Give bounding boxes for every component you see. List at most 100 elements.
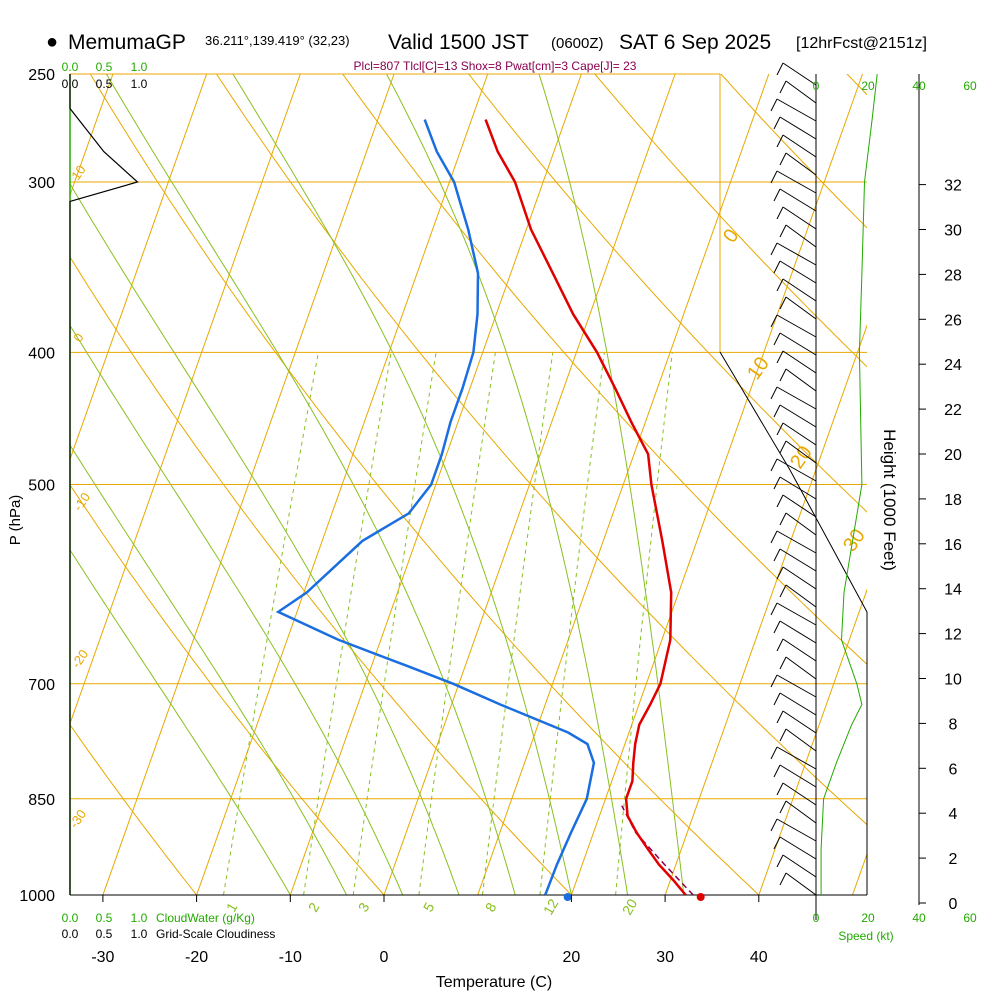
wind-barb [782,782,817,806]
height-tick-label: 26 [944,312,962,329]
cloudwater-bottom-tick-label: 1.0 [131,911,148,925]
height-tick-label: 20 [944,447,962,464]
cloudiness-bottom-tick-label: 1.0 [131,927,148,941]
wind-barb-flag [773,692,781,706]
speed-top-tick-label: 20 [861,79,875,93]
dry-adiabat-line [846,74,867,96]
cloudiness-axis-label: Grid-Scale Cloudiness [156,927,275,941]
wind-barb [785,80,817,104]
wind-barb [776,818,817,842]
wind-barb-flag [779,152,787,166]
wind-barb-flag [773,116,781,130]
pressure-tick-label: 500 [28,478,55,495]
moist-adiabat-line [70,549,291,895]
temperature-tick-label: 30 [656,949,674,966]
background-lines [0,74,867,895]
wind-barb-flag [776,422,784,436]
wind-barb [776,386,817,410]
wind-barb-flag [773,620,781,634]
wind-barb [785,800,817,824]
wind-barb-flag [773,836,781,850]
wind-barb [782,62,817,86]
wind-barb [782,206,817,230]
pressure-tick-label: 400 [28,345,55,362]
wind-barb [776,242,817,266]
wind-barb [779,620,817,644]
height-tick-label: 32 [944,178,962,195]
plot-frame [69,73,920,920]
wind-barb-flag [779,800,787,814]
cloudwater-axis-label: CloudWater (g/Kg) [156,911,255,925]
pressure-tick-label: 250 [28,67,55,84]
wind-barb [785,728,817,752]
wind-barb-flag [779,80,787,94]
cloudwater-bottom-tick-label: 0.5 [96,911,113,925]
wind-barb [785,872,817,896]
height-tick-label: 14 [944,582,962,599]
wind-barb-flag [779,656,787,670]
wind-barb [779,836,817,860]
wind-barb-flag [776,494,784,508]
wind-barb-flag [770,746,778,760]
wind-barb [785,152,817,176]
cloudwater-bottom-tick-label: 0.0 [62,911,79,925]
wind-barb-flag [776,206,784,220]
height-tick-label: 28 [944,267,962,284]
wind-barb [782,854,817,878]
wind-barb [782,566,817,590]
wind-barb-flag [779,440,787,454]
wind-barb-flag [779,368,787,382]
wind-barb-flag [770,458,778,472]
mixing-ratio-label: 5 [420,900,438,915]
header-zulu-time: (0600Z) [551,35,604,52]
pressure-tick-label: 850 [28,792,55,809]
speed-axis-label: Speed (kt) [838,929,893,943]
speed-bottom-tick-label: 40 [912,911,926,925]
dry-adiabat-line [70,256,573,895]
height-tick-label: 2 [949,851,958,868]
cloudwater-top-tick-label: 1.0 [131,60,148,74]
height-tick-label: 18 [944,492,962,509]
wind-barb [776,314,817,338]
wind-barb-flag [776,854,784,868]
wind-barb-flag [776,350,784,364]
speed-top-tick-label: 0 [813,79,820,93]
speed-bottom-tick-label: 20 [861,911,875,925]
wind-barb-flag [776,710,784,724]
wind-barb-flag [779,296,787,310]
wind-barb [779,764,817,788]
header-app-name: MemumaGP [68,31,186,54]
wind-barb-flag [770,170,778,184]
temperature-tick-label: 20 [563,949,581,966]
wind-barb [776,98,817,122]
wind-barb-flag [779,872,787,886]
wind-barb [785,440,817,464]
moist-adiabat-line [232,74,572,895]
speed-bottom-tick-label: 0 [813,911,820,925]
wind-barb-flag [779,728,787,742]
temperature-tick-label: 40 [750,949,768,966]
temperature-axis-label: Temperature (C) [436,974,552,991]
mixing-ratio-line [482,352,554,895]
header-forecast: [12hrFcst@2151z] [796,35,927,52]
wind-barb [779,116,817,140]
temperature-profile-line [484,119,687,895]
dry-adiabat-line [468,74,867,513]
side-panels [69,62,878,901]
height-tick-label: 10 [944,672,962,689]
wind-barb-flag [770,818,778,832]
height-tick-label: 12 [944,627,962,644]
cloudiness-profile-line [69,74,139,895]
speed-top-tick-label: 60 [963,79,977,93]
wind-barb [782,350,817,374]
wind-barb [779,692,817,716]
wind-barb-flag [773,404,781,418]
height-tick-label: 30 [944,223,962,240]
wind-barb-flag [773,764,781,778]
wind-barb [779,332,817,356]
moist-adiabat-line [386,74,629,895]
isotherm-line [0,74,19,895]
surface-temperature-point [696,893,705,901]
isotherm-label: 10 [68,162,89,182]
